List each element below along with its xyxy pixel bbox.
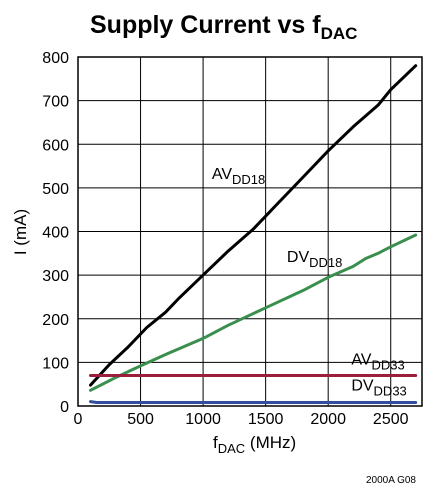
- x-axis-label-sub: DAC: [218, 441, 245, 456]
- plot-frame: [77, 56, 423, 407]
- grid: [77, 56, 422, 407]
- x-axis-label-main: f: [213, 433, 218, 452]
- x-tick-labels: 0 500 1000 1500 2000 2500: [74, 411, 409, 428]
- series-line-dvdd18: [89, 233, 418, 392]
- series-label-avdd18: AVDD18: [212, 166, 265, 187]
- x-axis-label: fDAC (MHz): [213, 433, 296, 456]
- y-axis-label: I (mA): [11, 209, 30, 255]
- x-tick-label: 1500: [248, 411, 284, 428]
- y-tick-label: 700: [42, 94, 69, 111]
- chart-title-sub: DAC: [321, 24, 358, 43]
- x-tick-label: 1000: [185, 411, 221, 428]
- y-tick-label: 500: [42, 181, 69, 198]
- y-tick-label: 400: [42, 225, 69, 242]
- series-layer: [89, 64, 418, 404]
- y-tick-label: 600: [42, 137, 69, 154]
- figure-note: 2000A G08: [366, 475, 416, 486]
- chart-title: Supply Current vs fDAC: [90, 11, 357, 43]
- y-tick-label: 300: [42, 268, 69, 285]
- x-tick-label: 2500: [373, 411, 409, 428]
- series-line-avdd18: [89, 64, 418, 387]
- chart-title-main: Supply Current vs f: [90, 11, 321, 39]
- y-tick-label: 800: [42, 50, 69, 67]
- series-label-dvdd18: DVDD18: [287, 249, 342, 270]
- series-line-dvdd33: [89, 400, 418, 404]
- x-tick-label: 2000: [310, 411, 346, 428]
- y-tick-label: 100: [42, 355, 69, 372]
- series-labels: AVDD18 DVDD18 AVDD33 DVDD33: [212, 166, 407, 399]
- series-label-avdd33: AVDD33: [351, 352, 404, 373]
- x-axis-label-suffix: (MHz): [245, 433, 296, 452]
- y-tick-label: 200: [42, 312, 69, 329]
- x-tick-label: 0: [74, 411, 83, 428]
- y-tick-labels: 0 100 200 300 400 500 600 700 800: [42, 50, 69, 416]
- y-tick-label: 0: [60, 399, 69, 416]
- series-label-dvdd33: DVDD33: [351, 378, 406, 399]
- x-tick-label: 500: [127, 411, 154, 428]
